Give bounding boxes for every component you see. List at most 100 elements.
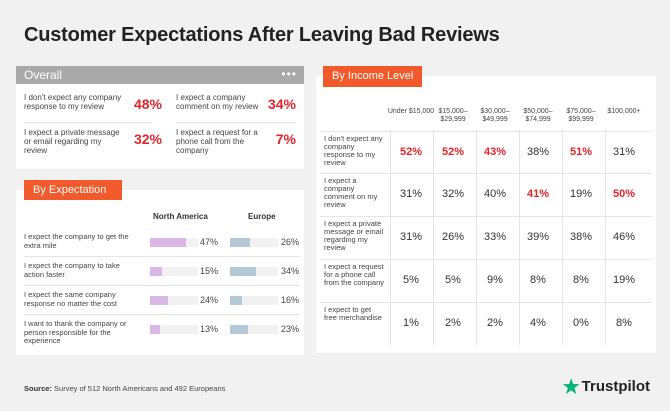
brand-name: Trustpilot [581,378,650,395]
income-header: By Income Level [323,66,422,87]
overall-item: I expect a company comment on my review … [176,93,296,123]
eu-bar [230,238,250,247]
trustpilot-logo: ★ Trustpilot [563,376,650,399]
overall-item: I expect a private message or email rega… [24,128,162,158]
income-cell: 46% [612,231,636,243]
income-row-label: I expect a private message or email rega… [324,219,384,252]
expectation-label: I expect the company to get the extra mi… [24,232,129,250]
eu-bar [230,296,243,305]
income-column-header: $50,000–$74,999 [523,108,553,123]
income-column-header: $75,000–$99,999 [566,108,596,123]
income-cell: 5% [445,274,461,286]
income-row-label: I expect a request for a phone call from… [324,262,385,287]
overall-item-value: 32% [133,131,162,147]
income-cell: 8% [616,317,632,329]
income-column-header: $15,000–$29,999 [438,108,468,123]
na-bar [150,296,169,305]
income-cell: 0% [573,317,589,329]
na-value: 15% [200,266,219,276]
income-cell: 31% [399,231,423,243]
expectation-row: I expect the same company response no ma… [24,290,300,321]
income-cell: 51% [569,146,593,158]
income-cell: 2% [487,317,503,329]
eu-value: 23% [281,324,300,334]
expectation-label: I expect the company to take action fast… [24,261,120,279]
income-column-header: $30,000–$49,999 [480,108,510,123]
divider [24,285,300,286]
eu-value: 34% [281,266,300,276]
source-text: Survey of 512 North Americans and 492 Eu… [54,384,226,393]
income-cell: 5% [403,274,419,286]
income-cell: 2% [445,317,461,329]
eu-bar-track [230,238,278,247]
income-cell: 38% [526,146,550,158]
na-bar-track [150,238,198,247]
row-divider [320,302,652,303]
overall-item-label: I expect a request for a phone call from… [176,128,258,155]
eu-bar [230,325,248,334]
income-column-header: Under $15,000 [387,108,435,115]
more-options-icon[interactable]: ••• [281,67,297,81]
na-bar-track [150,325,198,334]
income-cell: 40% [483,188,507,200]
eu-value: 16% [281,295,300,305]
overall-item: I don't expect any company response to m… [24,93,162,123]
income-cell: 38% [569,231,593,243]
overall-item-label: I don't expect any company response to m… [24,93,122,111]
overall-item-label: I expect a private message or email rega… [24,128,120,155]
overall-grid: I don't expect any company response to m… [16,84,304,169]
source-label: Source: [24,384,52,393]
divider [24,256,300,257]
overall-item-value: 34% [267,96,296,112]
na-value: 13% [200,324,219,334]
divider [24,314,300,315]
star-icon: ★ [562,377,580,398]
income-cell: 8% [573,274,589,286]
income-cell: 32% [441,188,465,200]
page-title: Customer Expectations After Leaving Bad … [24,24,500,46]
overall-item: I expect a request for a phone call from… [176,128,296,158]
column-header-europe: Europe [248,212,276,221]
column-header-north-america: North America [153,212,208,221]
expectation-row: I expect the company to take action fast… [24,261,300,292]
overall-header: Overall ••• [16,66,304,84]
eu-value: 26% [281,237,300,247]
income-cell: 43% [483,146,507,158]
na-value: 47% [200,237,219,247]
overall-card: Overall ••• I don't expect any company r… [16,66,304,169]
income-cell: 26% [441,231,465,243]
eu-bar-track [230,296,278,305]
income-cell: 9% [487,274,503,286]
source-note: Source: Survey of 512 North Americans an… [24,384,225,393]
income-column-header: $100,000+ [607,108,641,115]
expectation-label: I expect the same company response no ma… [24,290,117,308]
column-divider [562,130,563,345]
row-divider [320,131,652,132]
row-divider [320,173,652,174]
expectation-header: By Expectation [24,180,122,200]
na-bar-track [150,267,198,276]
column-divider [433,130,434,345]
income-cell: 19% [612,274,636,286]
overall-item-value: 48% [133,96,162,112]
row-divider [320,259,652,260]
column-divider [605,130,606,345]
divider [24,122,152,123]
expectation-row: I expect the company to get the extra mi… [24,232,300,263]
income-cell: 50% [612,188,636,200]
eu-bar [230,267,257,276]
na-bar [150,325,160,334]
income-row-label: I expect a company comment on my review [324,176,378,209]
income-cell: 52% [441,146,465,158]
income-row-label: I expect to get free merchandise [324,305,382,322]
overall-item-value: 7% [275,131,296,147]
column-divider [519,130,520,345]
na-bar [150,267,162,276]
income-card [316,76,656,353]
na-bar [150,238,187,247]
eu-bar-track [230,267,278,276]
income-cell: 41% [526,188,550,200]
eu-bar-track [230,325,278,334]
income-cell: 4% [530,317,546,329]
income-cell: 31% [612,146,636,158]
